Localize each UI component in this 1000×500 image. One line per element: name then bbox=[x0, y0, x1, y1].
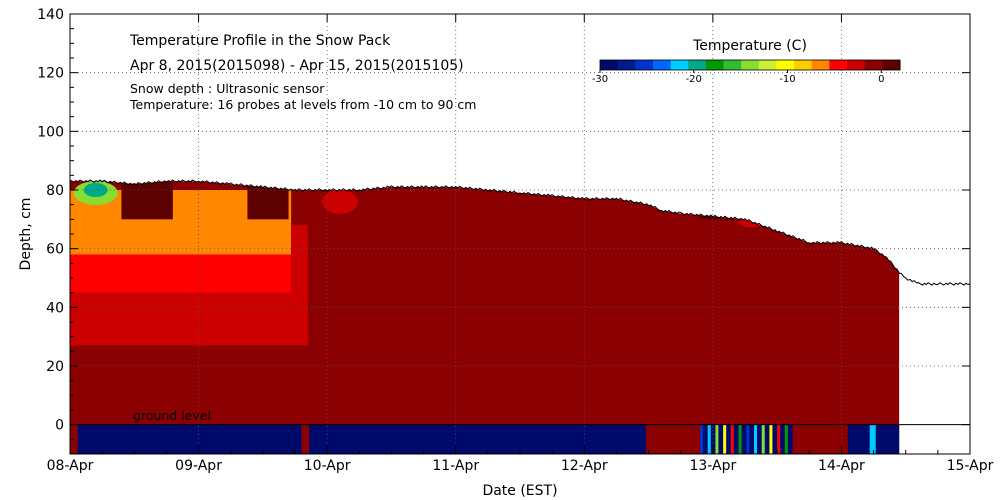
x-tick-label-3: 11-Apr bbox=[432, 458, 479, 474]
snow-depth-line bbox=[69, 179, 971, 286]
y-tick-label-1: 20 bbox=[46, 359, 64, 375]
colorbar-cell-7 bbox=[723, 60, 742, 70]
cold-layer-1 bbox=[70, 254, 292, 293]
ground-stripe-10 bbox=[777, 424, 781, 454]
colorbar-tick-label-0: -30 bbox=[592, 74, 608, 85]
ground-stripe-7 bbox=[754, 424, 757, 454]
chart-subtitle: Apr 8, 2015(2015098) - Apr 15, 2015(2015… bbox=[130, 58, 464, 74]
y-tick-label-5: 100 bbox=[37, 124, 64, 140]
ground-stripe-1 bbox=[707, 424, 711, 454]
colorbar-frame bbox=[599, 59, 901, 71]
x-tick-label-5: 13-Apr bbox=[689, 458, 736, 474]
ground-warm-2 bbox=[646, 424, 700, 454]
x-axis: 08-Apr 09-Apr 10-Apr 11-Apr 12-Apr 13-Apr 14-A… bbox=[47, 14, 994, 474]
ground-stripe-6 bbox=[746, 424, 750, 454]
ground-warm-1 bbox=[301, 424, 310, 454]
x-tick-label-4: 12-Apr bbox=[561, 458, 608, 474]
x-tick-label-0: 08-Apr bbox=[47, 458, 94, 474]
surface-crust-0 bbox=[121, 181, 173, 220]
colorbar-cell-0 bbox=[600, 60, 619, 70]
colorbar-cell-3 bbox=[652, 60, 672, 70]
note-temperature: Temperature: 16 probes at levels from -1… bbox=[129, 97, 476, 112]
ground-warm-3 bbox=[792, 424, 848, 454]
ground-stripe-5 bbox=[738, 424, 742, 454]
ground-stripe-8 bbox=[761, 424, 765, 454]
ground-stripe-9 bbox=[769, 424, 773, 454]
cold-spot-core bbox=[83, 183, 108, 197]
x-tick-label-1: 09-Apr bbox=[175, 458, 222, 474]
grid-lines bbox=[70, 14, 970, 454]
surface-crust-2 bbox=[700, 181, 900, 220]
colorbar-cell-10 bbox=[776, 60, 795, 70]
colorbar-cell-4 bbox=[670, 60, 689, 70]
colorbar-tick-label-2: -10 bbox=[779, 74, 795, 85]
colorbar-cell-5 bbox=[688, 60, 707, 70]
y-tick-label-3: 60 bbox=[46, 242, 64, 258]
colorbar-cell-15 bbox=[864, 60, 883, 70]
ground-stripe-4 bbox=[730, 424, 734, 454]
colorbar-title: Temperature (C) bbox=[692, 38, 807, 54]
ground-stripe-2 bbox=[715, 424, 719, 454]
x-tick-label-7: 15-Apr bbox=[947, 458, 994, 474]
ground-stripe-14apr bbox=[869, 424, 876, 454]
x-tick-label-6: 14-Apr bbox=[818, 458, 865, 474]
x-tick-label-2: 10-Apr bbox=[304, 458, 351, 474]
ground-level-label: ground level bbox=[133, 408, 211, 423]
y-tick-label-7: 140 bbox=[37, 7, 64, 23]
colorbar-cell-12 bbox=[811, 60, 830, 70]
colorbar-cell-14 bbox=[847, 60, 866, 70]
colorbar-cell-2 bbox=[635, 60, 654, 70]
ground-stripe-3 bbox=[723, 424, 727, 454]
colorbar-cell-8 bbox=[741, 60, 760, 70]
ground-cold bbox=[70, 424, 900, 454]
pocket-10apr bbox=[322, 189, 358, 214]
y-tick-label-6: 120 bbox=[37, 66, 64, 82]
x-axis-title: Date (EST) bbox=[482, 483, 557, 499]
y-axis-title: Depth, cm bbox=[18, 198, 34, 271]
ground-stripe-11 bbox=[784, 424, 788, 454]
colorbar-cell-9 bbox=[758, 60, 777, 70]
ground-stripe-0 bbox=[700, 424, 703, 454]
chart-title: Temperature Profile in the Snow Pack bbox=[129, 33, 391, 49]
colorbar-cell-13 bbox=[829, 60, 848, 70]
y-tick-label-2: 40 bbox=[46, 300, 64, 316]
colorbar-cell-16 bbox=[882, 60, 901, 70]
y-tick-label-0: 0 bbox=[55, 418, 64, 434]
cold-layer-2 bbox=[70, 292, 292, 328]
colorbar-legend: Temperature (C) -30 -20 -10 0 bbox=[592, 38, 901, 85]
colorbar-cell-11 bbox=[794, 60, 813, 70]
ground-temperature-band bbox=[70, 424, 900, 454]
colorbar-tick-label-1: -20 bbox=[686, 74, 702, 85]
y-axis: 0 20 40 60 80 100 120 140 bbox=[37, 7, 970, 455]
colorbar-cell-1 bbox=[617, 60, 636, 70]
colorbar-cell-6 bbox=[705, 60, 725, 70]
note-snow-depth: Snow depth : Ultrasonic sensor bbox=[130, 81, 325, 96]
cold-layer-3 bbox=[70, 327, 292, 346]
colorbar-tick-label-3: 0 bbox=[878, 74, 884, 85]
cold-layer-edge bbox=[291, 225, 308, 346]
y-tick-label-4: 80 bbox=[46, 183, 64, 199]
